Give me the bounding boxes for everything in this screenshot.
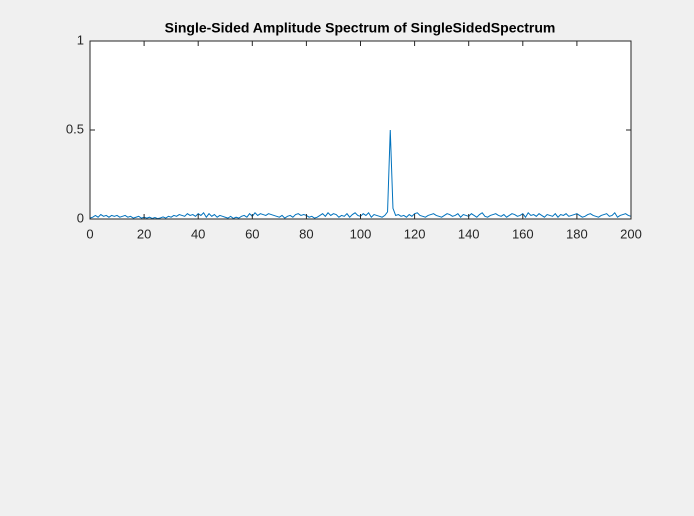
y-tick-label: 0 — [77, 210, 84, 225]
x-tick-label: 180 — [566, 226, 588, 241]
y-tick-label: 1 — [77, 32, 84, 47]
y-tick-label: 0.5 — [66, 121, 84, 136]
chart-title: Single-Sided Amplitude Spectrum of Singl… — [165, 20, 556, 36]
axes-background — [90, 41, 631, 219]
x-tick-label: 120 — [404, 226, 426, 241]
x-tick-label: 40 — [191, 226, 205, 241]
x-tick-label: 140 — [458, 226, 480, 241]
x-tick-label: 0 — [86, 226, 93, 241]
x-tick-label: 100 — [350, 226, 372, 241]
x-tick-label: 60 — [245, 226, 259, 241]
axes-box — [89, 40, 632, 220]
x-tick-label: 20 — [137, 226, 151, 241]
x-tick-label: 200 — [620, 226, 642, 241]
x-tick-label: 80 — [299, 226, 313, 241]
x-tick-label: 160 — [512, 226, 534, 241]
